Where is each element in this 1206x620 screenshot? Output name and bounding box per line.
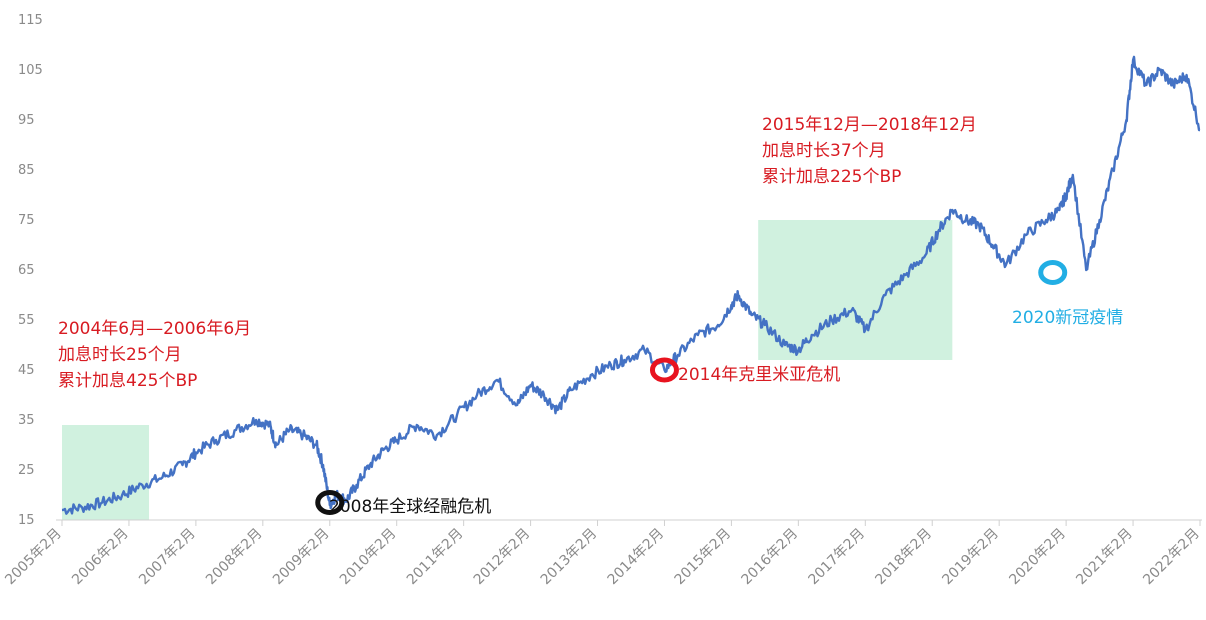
y-tick-label: 75 xyxy=(18,213,35,228)
x-tick-label: 2022年2月 xyxy=(1140,526,1203,589)
annotation-2020-covid: 2020新冠疫情 xyxy=(1012,305,1123,331)
annotation-2004-hike: 2004年6月—2006年6月 加息时长25个月 累计加息425个BP xyxy=(58,316,251,394)
x-tick-label: 2016年2月 xyxy=(739,526,802,589)
x-tick-label: 2008年2月 xyxy=(203,526,266,589)
series-line xyxy=(61,55,1201,515)
x-tick-label: 2013年2月 xyxy=(538,526,601,589)
x-tick-label: 2012年2月 xyxy=(471,526,534,589)
annotation-line: 2020新冠疫情 xyxy=(1012,308,1124,328)
annotation-line: 2014年克里米亚危机 xyxy=(678,365,841,385)
event-marker-ring xyxy=(1038,260,1068,285)
annotation-line: 2015年12月—2018年12月 xyxy=(762,115,977,135)
event-marker-ring xyxy=(315,490,345,515)
annotation-2008-crisis: 2008年全球经融危机 xyxy=(329,494,491,520)
y-tick-label: 35 xyxy=(18,413,35,428)
x-tick-label: 2006年2月 xyxy=(69,526,132,589)
x-tick-label: 2015年2月 xyxy=(672,526,735,589)
annotation-line: 加息时长25个月 xyxy=(58,345,182,365)
highlight-band xyxy=(758,220,953,360)
y-tick-label: 115 xyxy=(18,13,43,28)
y-tick-label: 45 xyxy=(18,363,35,378)
series-group xyxy=(61,55,1201,515)
x-tick-label: 2021年2月 xyxy=(1073,526,1136,589)
x-tick-label: 2017年2月 xyxy=(806,526,869,589)
annotation-2014-crimea: 2014年克里米亚危机 xyxy=(678,362,840,388)
x-tick-label: 2020年2月 xyxy=(1006,526,1069,589)
annotation-2015-hike: 2015年12月—2018年12月 加息时长37个月 累计加息225个BP xyxy=(762,112,977,190)
y-axis-ticks: 15 25 35 45 55 65 75 85 95 105 115 xyxy=(18,13,43,528)
x-tick-label: 2011年2月 xyxy=(404,526,467,589)
event-marker-ring xyxy=(649,357,679,383)
x-tick-label: 2010年2月 xyxy=(337,526,400,589)
x-tick-label: 2018年2月 xyxy=(872,526,935,589)
x-tick-label: 2019年2月 xyxy=(939,526,1002,589)
highlight-bands xyxy=(62,220,953,520)
x-tick-label: 2005年2月 xyxy=(2,526,65,589)
annotation-line: 2004年6月—2006年6月 xyxy=(58,319,252,339)
y-tick-label: 25 xyxy=(18,463,35,478)
annotation-line: 累计加息225个BP xyxy=(762,167,902,187)
x-tick-label: 2009年2月 xyxy=(270,526,333,589)
annotation-line: 累计加息425个BP xyxy=(58,371,198,391)
annotation-line: 加息时长37个月 xyxy=(762,141,886,161)
x-axis-ticks: 2005年2月 2006年2月 2007年2月 2008年2月 2009年2月 2010年… xyxy=(2,520,1203,588)
y-tick-label: 15 xyxy=(18,513,35,528)
event-markers xyxy=(315,260,1068,515)
y-tick-label: 105 xyxy=(18,63,43,78)
annotation-line: 2008年全球经融危机 xyxy=(329,497,492,517)
x-tick-label: 2007年2月 xyxy=(136,526,199,589)
y-tick-label: 55 xyxy=(18,313,35,328)
y-tick-label: 85 xyxy=(18,163,35,178)
y-tick-label: 95 xyxy=(18,113,35,128)
x-tick-label: 2014年2月 xyxy=(605,526,668,589)
y-tick-label: 65 xyxy=(18,263,35,278)
